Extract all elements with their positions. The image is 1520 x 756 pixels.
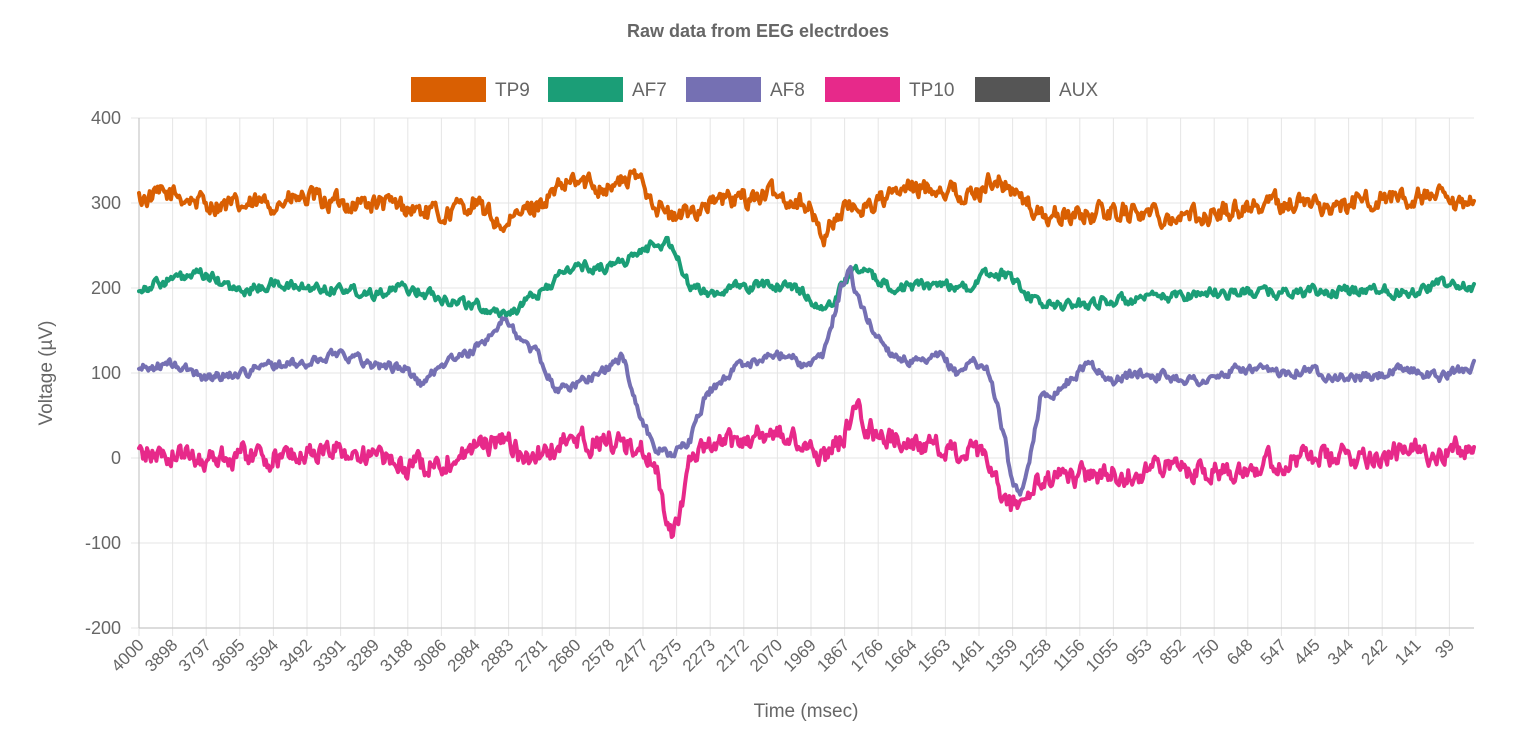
- x-tick-label: 39: [1431, 635, 1458, 662]
- x-tick-label: 1664: [880, 635, 920, 675]
- x-tick-label: 1461: [948, 635, 988, 675]
- x-axis-title: Time (msec): [754, 701, 859, 722]
- x-tick-label: 2781: [511, 635, 551, 675]
- x-tick-label: 1359: [981, 635, 1021, 675]
- legend-swatch: [411, 77, 486, 102]
- x-tick-label: 750: [1190, 635, 1223, 668]
- x-tick-label: 648: [1223, 635, 1256, 668]
- x-tick-label: 2984: [444, 635, 484, 675]
- x-tick-label: 3594: [242, 635, 282, 675]
- x-tick-label: 852: [1156, 635, 1189, 668]
- x-tick-label: 547: [1257, 635, 1290, 668]
- legend-item-tp10[interactable]: TP10: [825, 77, 954, 102]
- x-tick-label: 953: [1122, 635, 1155, 668]
- y-axis-title: Voltage (µV): [36, 321, 57, 426]
- legend-item-af8[interactable]: AF8: [686, 77, 805, 102]
- x-tick-label: 3289: [343, 635, 383, 675]
- y-tick-label: 200: [91, 278, 121, 298]
- legend-swatch: [975, 77, 1050, 102]
- x-tick-label: 1766: [847, 635, 887, 675]
- chart-title: Raw data from EEG electrdoes: [627, 21, 889, 41]
- x-tick-label: 1055: [1082, 635, 1122, 675]
- series-lines: [137, 168, 1476, 539]
- y-axis: 400 300 200 100 0 -100 -200: [85, 108, 121, 638]
- x-tick-label: 1258: [1015, 635, 1055, 675]
- series-line-af7: [137, 235, 1476, 319]
- x-tick-label: 3898: [141, 635, 181, 675]
- x-tick-label: 1969: [780, 635, 820, 675]
- x-tick-label: 3391: [309, 635, 349, 675]
- x-tick-label: 3492: [276, 635, 316, 675]
- legend-label: AUX: [1059, 80, 1098, 101]
- legend-swatch: [686, 77, 761, 102]
- series-line-tp10: [137, 398, 1476, 539]
- x-tick-label: 2883: [477, 635, 517, 675]
- x-tick-label: 445: [1290, 635, 1323, 668]
- y-tick-label: 400: [91, 108, 121, 128]
- x-tick-label: 2680: [544, 635, 584, 675]
- legend-swatch: [548, 77, 623, 102]
- x-tick-label: 4000: [108, 635, 148, 675]
- y-tick-label: 100: [91, 363, 121, 383]
- legend-swatch: [825, 77, 900, 102]
- series-line-af8: [137, 265, 1476, 497]
- x-tick-label: 1156: [1049, 635, 1088, 674]
- legend: TP9 AF7 AF8 TP10 AUX: [411, 77, 1098, 102]
- x-tick-label: 3086: [410, 635, 450, 675]
- x-tick-label: 1867: [813, 635, 853, 675]
- x-tick-label: 2578: [578, 635, 618, 675]
- x-tick-label: 1563: [914, 635, 954, 675]
- x-tick-label: 3188: [376, 635, 416, 675]
- legend-item-af7[interactable]: AF7: [548, 77, 667, 102]
- x-tick-label: 2375: [645, 635, 685, 675]
- y-tick-label: -200: [85, 618, 121, 638]
- x-tick-label: 2172: [712, 635, 752, 675]
- y-tick-label: -100: [85, 533, 121, 553]
- x-tick-label: 242: [1358, 635, 1391, 668]
- legend-label: AF7: [632, 80, 667, 101]
- legend-item-tp9[interactable]: TP9: [411, 77, 530, 102]
- legend-label: TP9: [495, 80, 530, 101]
- x-axis: 4000389837973695359434923391328931883086…: [108, 635, 1459, 675]
- x-tick-label: 2070: [746, 635, 786, 675]
- legend-label: AF8: [770, 80, 805, 101]
- y-tick-label: 300: [91, 193, 121, 213]
- x-tick-label: 2477: [612, 635, 652, 675]
- legend-item-aux[interactable]: AUX: [975, 77, 1098, 102]
- legend-label: TP10: [909, 80, 954, 101]
- x-tick-label: 344: [1324, 635, 1357, 668]
- series-line-tp9: [137, 168, 1476, 248]
- x-tick-label: 3695: [208, 635, 248, 675]
- x-tick-label: 3797: [175, 635, 215, 675]
- x-tick-label: 2273: [679, 635, 719, 675]
- y-tick-label: 0: [111, 448, 121, 468]
- grid: [131, 117, 1474, 636]
- x-tick-label: 141: [1391, 635, 1424, 668]
